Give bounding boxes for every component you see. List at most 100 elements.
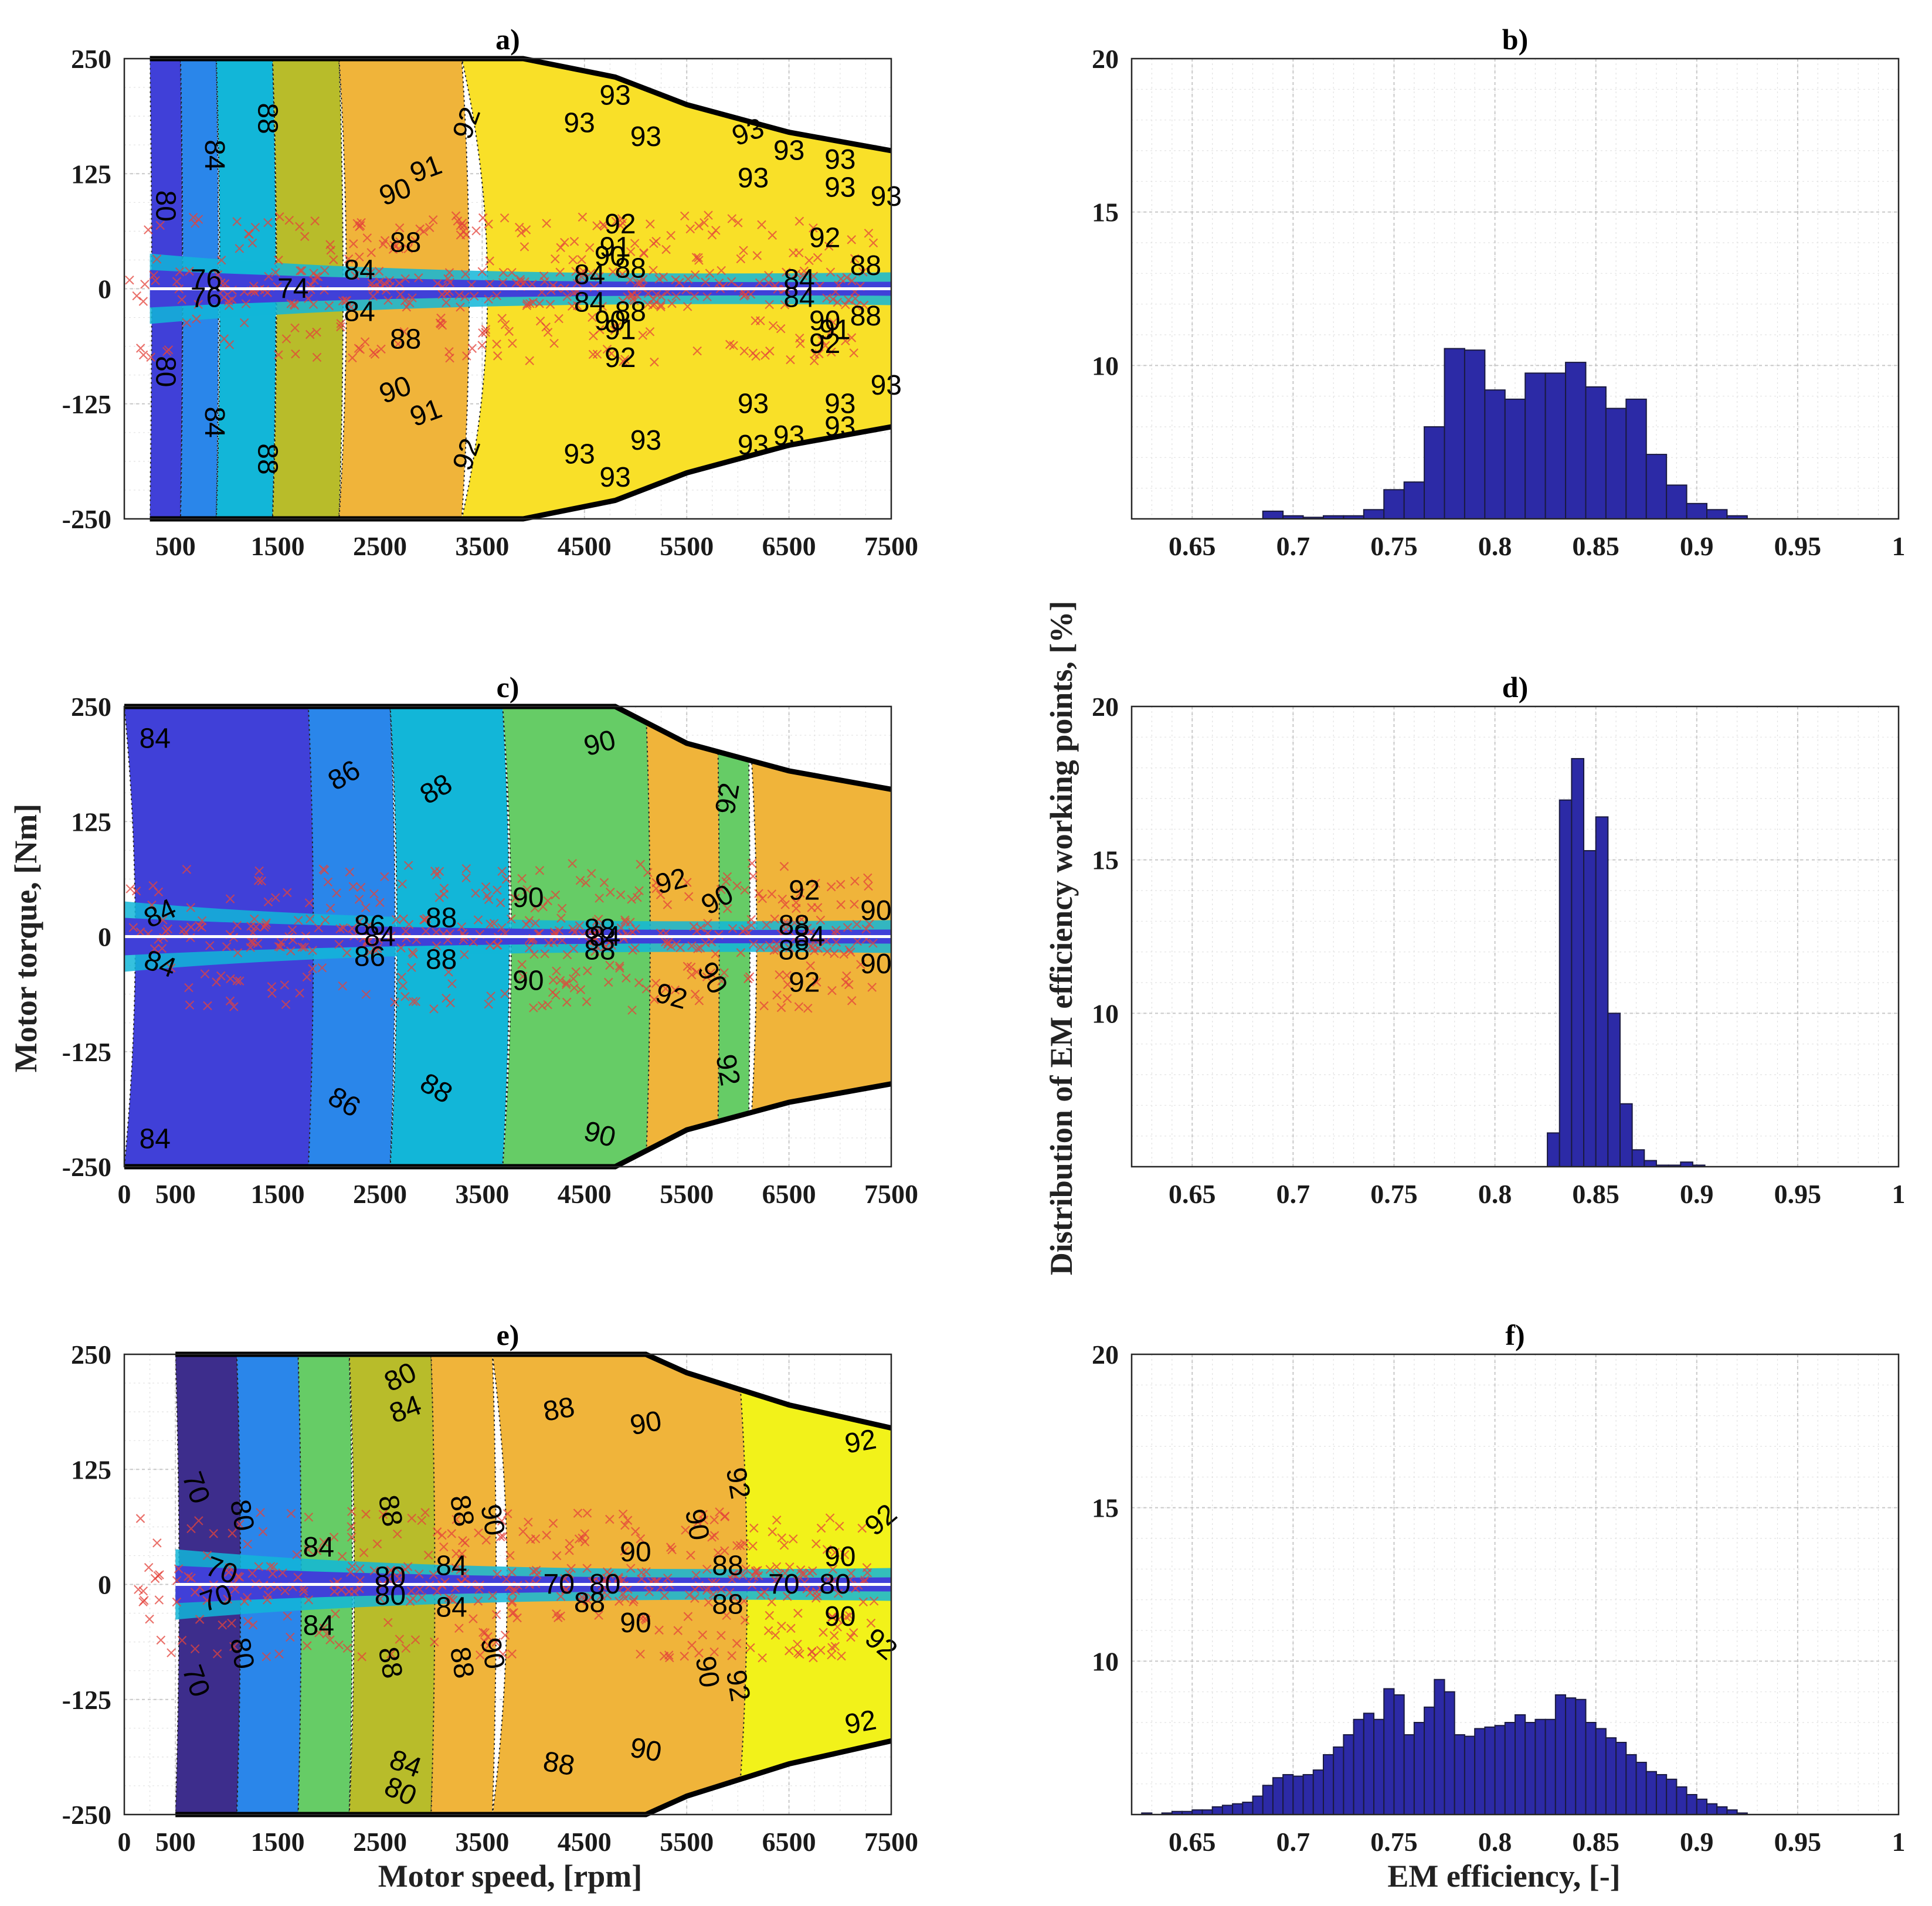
operating-point xyxy=(736,254,746,264)
operating-point xyxy=(643,868,653,877)
operating-point xyxy=(461,873,471,883)
contour-label: 93 xyxy=(871,181,902,212)
operating-point xyxy=(460,292,470,302)
operating-point xyxy=(471,888,480,898)
operating-point xyxy=(543,896,552,906)
operating-point xyxy=(138,297,148,306)
operating-point xyxy=(293,916,303,925)
operating-point xyxy=(304,1595,314,1605)
operating-point xyxy=(218,1620,227,1630)
operating-point xyxy=(629,1595,639,1605)
operating-point xyxy=(811,1594,821,1603)
operating-point xyxy=(828,1612,837,1622)
operating-point xyxy=(543,1000,552,1010)
operating-point xyxy=(765,1611,775,1620)
operating-point xyxy=(300,942,309,952)
operating-point xyxy=(531,1534,541,1544)
operating-point xyxy=(474,1528,483,1538)
operating-point xyxy=(364,920,374,930)
operating-point xyxy=(345,867,355,877)
operating-point xyxy=(485,279,494,289)
x-tick-label: 500 xyxy=(155,1179,196,1209)
operating-point xyxy=(510,893,520,903)
operating-point xyxy=(620,1546,630,1556)
operating-point xyxy=(258,1527,268,1537)
operating-point xyxy=(467,344,477,354)
operating-point xyxy=(645,327,655,337)
histogram-bar xyxy=(1565,362,1587,519)
operating-point xyxy=(626,275,635,285)
operating-point xyxy=(794,216,804,226)
operating-point xyxy=(759,1001,769,1011)
operating-point xyxy=(484,999,493,1009)
contour-label: 90 xyxy=(620,1608,651,1639)
operating-point xyxy=(690,1594,700,1603)
contour-label: 92 xyxy=(789,967,820,998)
operating-point xyxy=(456,220,466,230)
operating-point xyxy=(444,268,454,277)
operating-point xyxy=(736,948,746,957)
operating-point xyxy=(596,1591,606,1601)
operating-point xyxy=(866,1618,876,1628)
operating-point xyxy=(739,246,748,255)
operating-point xyxy=(687,941,697,951)
operating-point xyxy=(806,927,816,937)
panel-d: 0.65 0.7 0.75 0.8 0.85 0.9 0.95 1 20 15 10 d) xyxy=(1092,671,1906,1209)
contour-label: 84 xyxy=(436,1592,467,1623)
operating-point xyxy=(577,254,586,264)
operating-point xyxy=(592,925,602,935)
operating-point xyxy=(850,899,859,909)
histogram-bar xyxy=(1494,1725,1506,1816)
operating-point xyxy=(367,278,377,288)
operating-point xyxy=(310,216,320,226)
histogram-bar xyxy=(1252,1795,1264,1816)
operating-point xyxy=(595,271,604,281)
operating-point xyxy=(518,1527,528,1537)
contour-label: 93 xyxy=(563,107,595,138)
operating-point xyxy=(344,254,354,264)
y-tick-label: 250 xyxy=(71,44,111,74)
operating-point xyxy=(692,346,702,356)
operating-point xyxy=(687,1640,697,1650)
operating-point xyxy=(763,1626,773,1636)
x-tick-label: 0.7 xyxy=(1276,1179,1310,1209)
operating-point xyxy=(811,878,820,888)
operating-point xyxy=(503,1509,512,1518)
operating-point xyxy=(507,1567,517,1577)
operating-point xyxy=(195,921,204,930)
operating-point xyxy=(473,1596,483,1606)
x-tick-label: 0.7 xyxy=(1276,531,1310,561)
operating-point xyxy=(827,1643,837,1652)
contour-label: 88 xyxy=(444,1645,480,1681)
operating-point xyxy=(380,236,390,246)
operating-point xyxy=(714,278,724,288)
operating-point xyxy=(782,919,792,928)
operating-point xyxy=(820,341,830,351)
operating-point xyxy=(561,1585,571,1595)
operating-point xyxy=(230,1584,240,1594)
operating-point xyxy=(592,349,602,359)
operating-point xyxy=(702,1564,712,1574)
contour-label: 86 xyxy=(354,910,385,941)
operating-point xyxy=(573,1509,583,1518)
operating-point xyxy=(850,254,860,263)
operating-point xyxy=(481,1535,491,1545)
operating-point xyxy=(254,866,264,876)
contour-label: 88 xyxy=(850,301,881,332)
operating-point xyxy=(630,239,640,248)
operating-point xyxy=(140,280,150,289)
operating-point xyxy=(545,300,555,309)
operating-point xyxy=(575,921,585,930)
operating-point xyxy=(332,888,341,898)
operating-point xyxy=(813,253,823,263)
operating-point xyxy=(305,329,315,339)
x-tick-label: 5500 xyxy=(660,1827,714,1857)
operating-point xyxy=(374,266,384,276)
operating-point xyxy=(777,894,787,904)
x-tick-label: 0 xyxy=(118,1827,131,1857)
operating-point xyxy=(837,1651,846,1661)
operating-point xyxy=(775,970,784,980)
operating-point xyxy=(473,915,483,925)
operating-point xyxy=(400,274,410,284)
contour-label: 84 xyxy=(364,921,395,952)
